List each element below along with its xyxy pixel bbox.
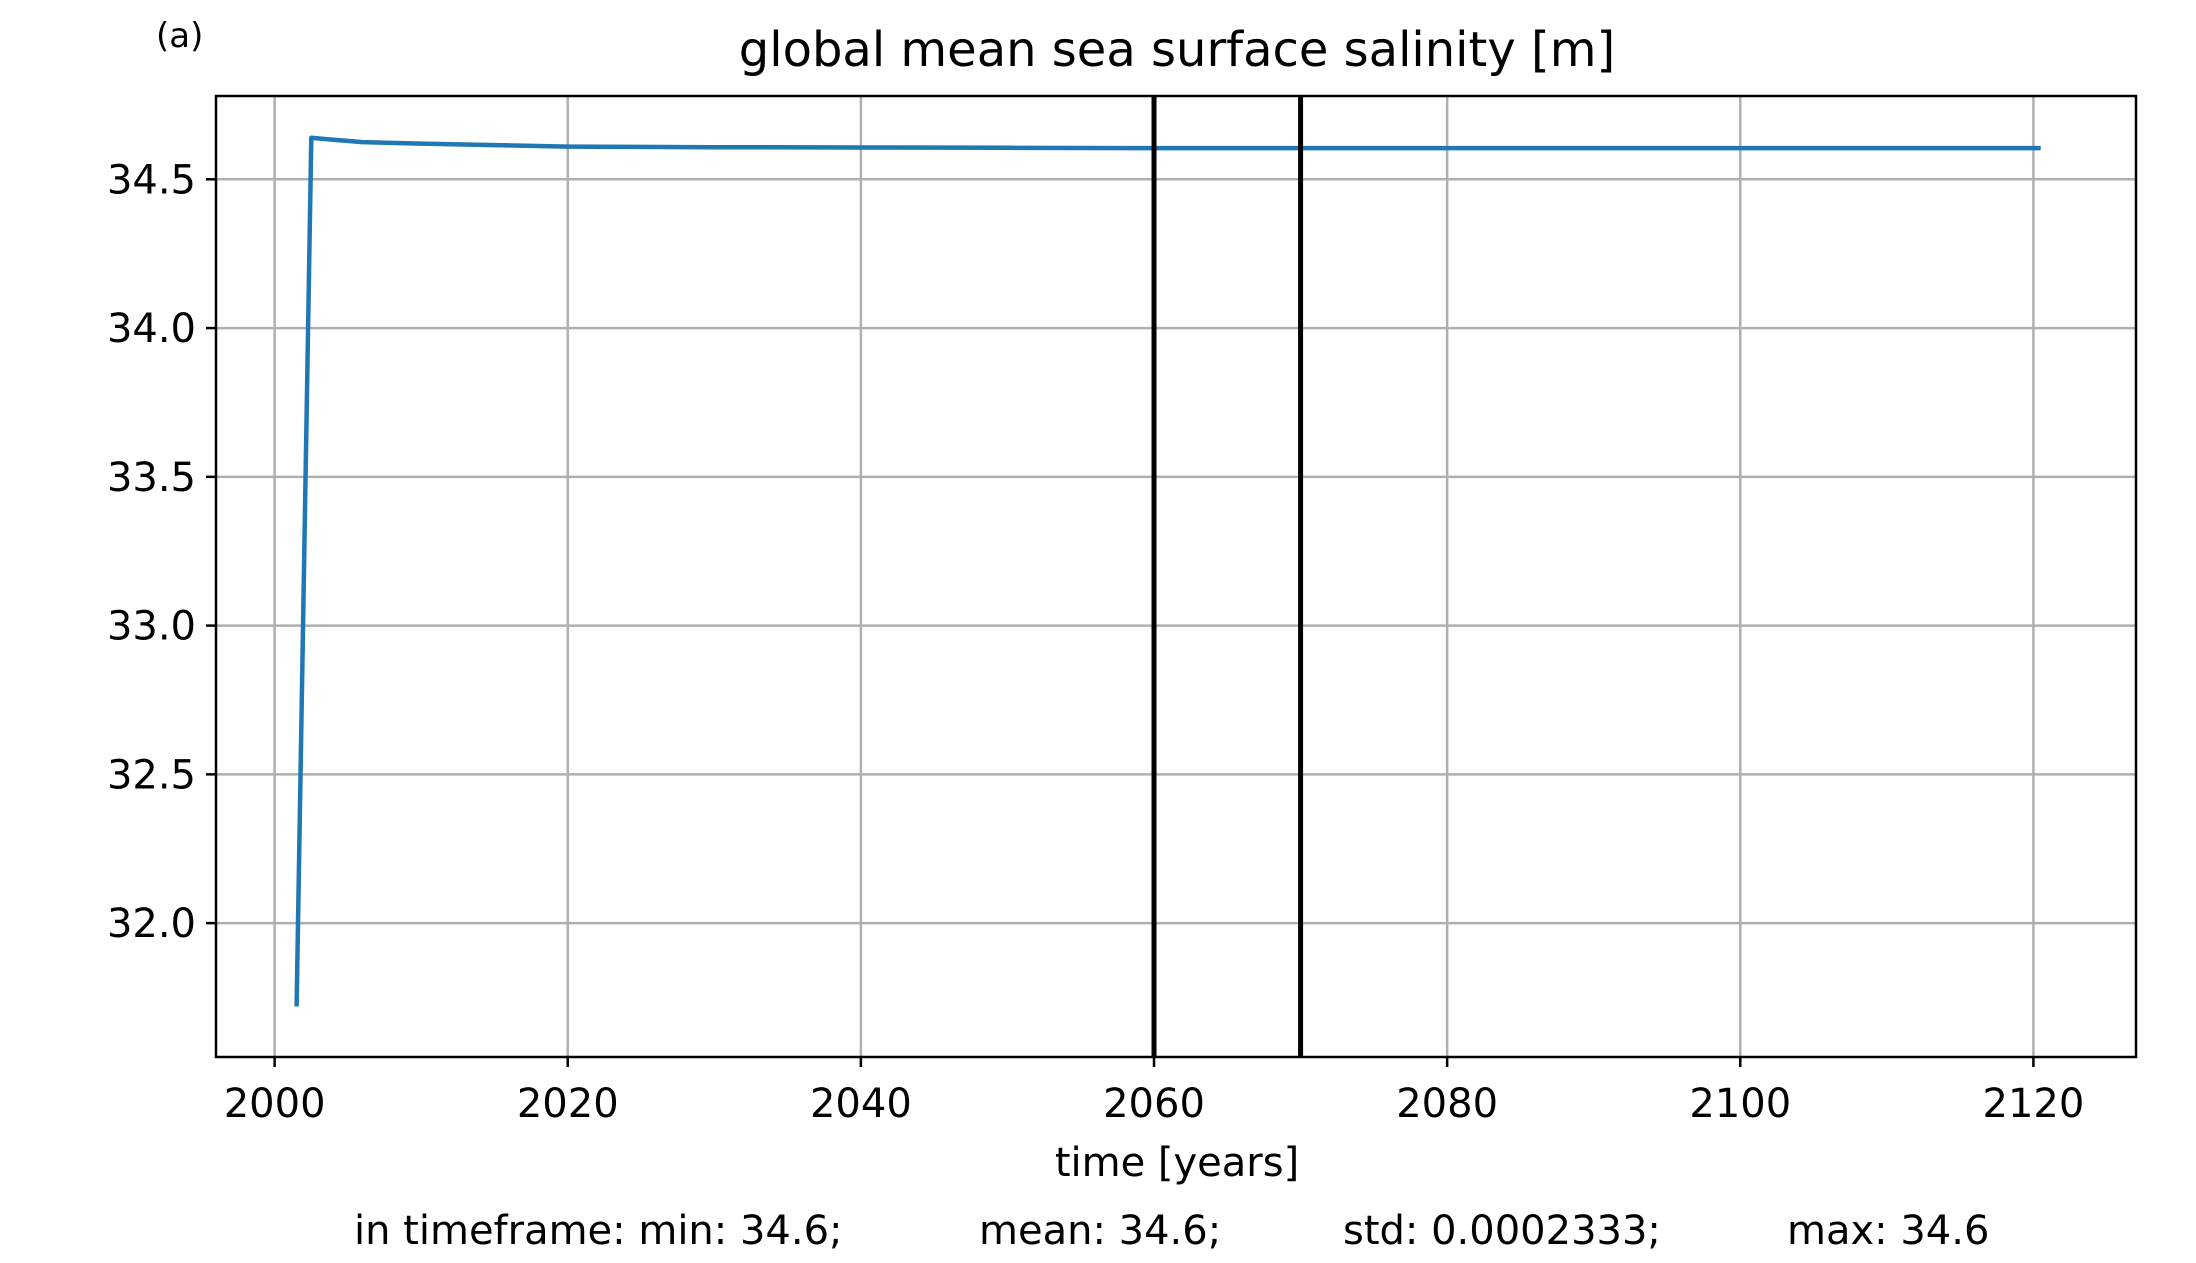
- stat-max: max: 34.6: [1787, 1208, 1990, 1254]
- y-tick-label: 34.5: [107, 157, 196, 203]
- y-tick-label: 33.5: [107, 455, 196, 501]
- stat-std: std: 0.0002333;: [1343, 1208, 1661, 1254]
- y-tick-label: 33.0: [107, 604, 196, 650]
- x-axis-label: time [years]: [1055, 1140, 1299, 1186]
- y-tick-label: 32.5: [107, 752, 196, 798]
- x-tick-label: 2000: [224, 1081, 326, 1127]
- y-tick-label: 32.0: [107, 901, 196, 947]
- stat-mean: mean: 34.6;: [979, 1208, 1222, 1254]
- series-line: [294, 135, 2041, 1007]
- vertical-markers: [1151, 96, 1304, 1057]
- x-tick-label: 2080: [1396, 1081, 1498, 1127]
- y-tick-label: 34.0: [107, 306, 196, 352]
- x-tick-label: 2100: [1689, 1081, 1791, 1127]
- stat-min: in timeframe: min: 34.6;: [354, 1208, 843, 1254]
- series-layer: [294, 135, 2041, 1007]
- x-tick-label: 2120: [1983, 1081, 2085, 1127]
- panel-label: (a): [156, 16, 203, 56]
- x-tick-label: 2060: [1103, 1081, 1205, 1127]
- y-axis-ticks: 32.0 32.5 33.0 33.5 34.0 34.5: [107, 157, 216, 947]
- grid-lines: [216, 96, 2136, 1057]
- plot-area-frame: [214, 94, 2138, 1059]
- x-tick-label: 2040: [810, 1081, 912, 1127]
- x-axis-ticks: 2000 2020 2040 2060 2080 2100 2120: [224, 1057, 2085, 1127]
- chart-title: global mean sea surface salinity [m]: [739, 22, 1615, 78]
- x-tick-label: 2020: [517, 1081, 619, 1127]
